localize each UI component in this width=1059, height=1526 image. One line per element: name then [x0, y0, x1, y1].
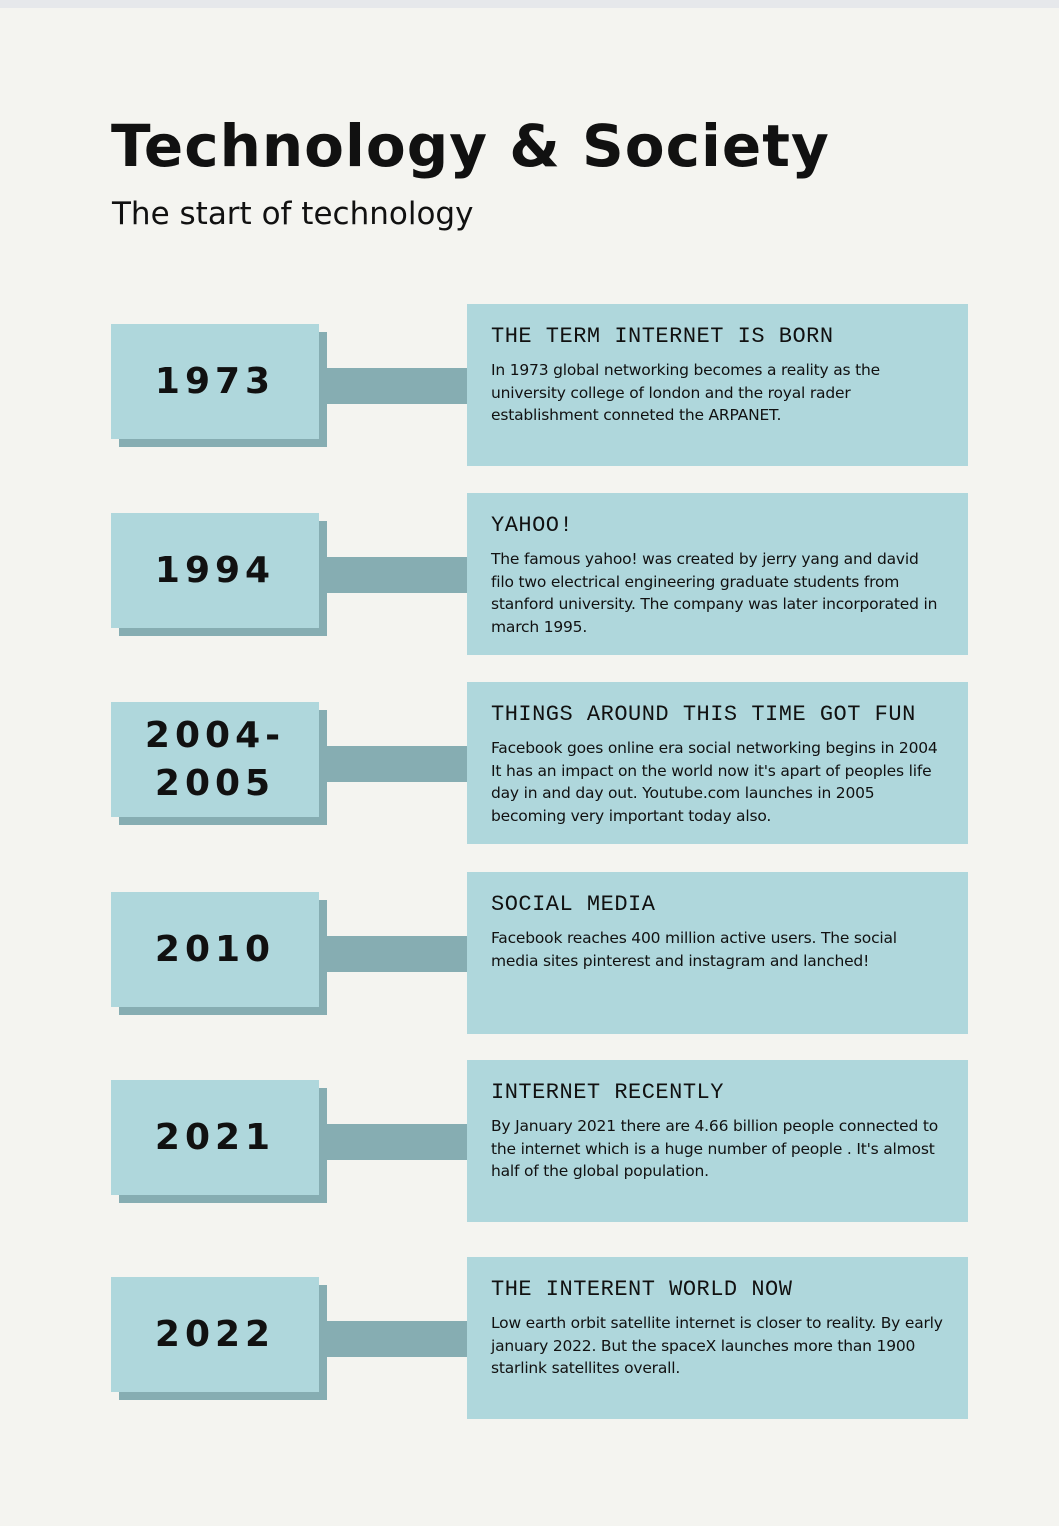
event-text: The famous yahoo! was created by jerry y…	[491, 550, 938, 637]
timeline-entry: 2022 THE INTERENT WORLD NOW Low earth or…	[0, 1257, 1059, 1427]
event-text: Facebook goes online era social networki…	[491, 739, 938, 826]
connector	[319, 936, 469, 972]
timeline-entry: 1994 YAHOO! The famous yahoo! was create…	[0, 493, 1059, 663]
event-text: Facebook reaches 400 million active user…	[491, 929, 897, 970]
event-card: THE TERM INTERNET IS BORN In 1973 global…	[467, 304, 968, 466]
event-text: By January 2021 there are 4.66 billion p…	[491, 1117, 938, 1181]
year-label: 2010	[111, 892, 319, 1007]
year-label: 1994	[111, 513, 319, 628]
connector	[319, 368, 469, 404]
event-card: SOCIAL MEDIA Facebook reaches 400 millio…	[467, 872, 968, 1034]
event-heading: SOCIAL MEDIA	[491, 892, 656, 917]
page-title: Technology & Society	[111, 112, 830, 180]
timeline-entry: 2004-2005 THINGS AROUND THIS TIME GOT FU…	[0, 682, 1059, 852]
event-text: In 1973 global networking becomes a real…	[491, 361, 880, 425]
event-heading: THE TERM INTERNET IS BORN	[491, 324, 834, 349]
page-subtitle: The start of technology	[112, 196, 474, 232]
event-heading: THINGS AROUND THIS TIME GOT FUN	[491, 702, 916, 727]
top-bar	[0, 0, 1059, 8]
connector	[319, 1124, 469, 1160]
event-card: THE INTERENT WORLD NOW Low earth orbit s…	[467, 1257, 968, 1419]
event-card: THINGS AROUND THIS TIME GOT FUN Facebook…	[467, 682, 968, 844]
year-label: 2022	[111, 1277, 319, 1392]
event-heading: YAHOO!	[491, 513, 574, 538]
timeline-entry: 1973 THE TERM INTERNET IS BORN In 1973 g…	[0, 304, 1059, 474]
event-card: YAHOO! The famous yahoo! was created by …	[467, 493, 968, 655]
event-text: Low earth orbit satellite internet is cl…	[491, 1314, 943, 1378]
year-label: 1973	[111, 324, 319, 439]
connector	[319, 746, 469, 782]
connector	[319, 557, 469, 593]
timeline-entry: 2021 INTERNET RECENTLY By January 2021 t…	[0, 1060, 1059, 1230]
event-heading: THE INTERENT WORLD NOW	[491, 1277, 793, 1302]
timeline-entry: 2010 SOCIAL MEDIA Facebook reaches 400 m…	[0, 872, 1059, 1042]
event-card: INTERNET RECENTLY By January 2021 there …	[467, 1060, 968, 1222]
year-label: 2021	[111, 1080, 319, 1195]
year-label: 2004-2005	[111, 702, 319, 817]
event-heading: INTERNET RECENTLY	[491, 1080, 724, 1105]
connector	[319, 1321, 469, 1357]
